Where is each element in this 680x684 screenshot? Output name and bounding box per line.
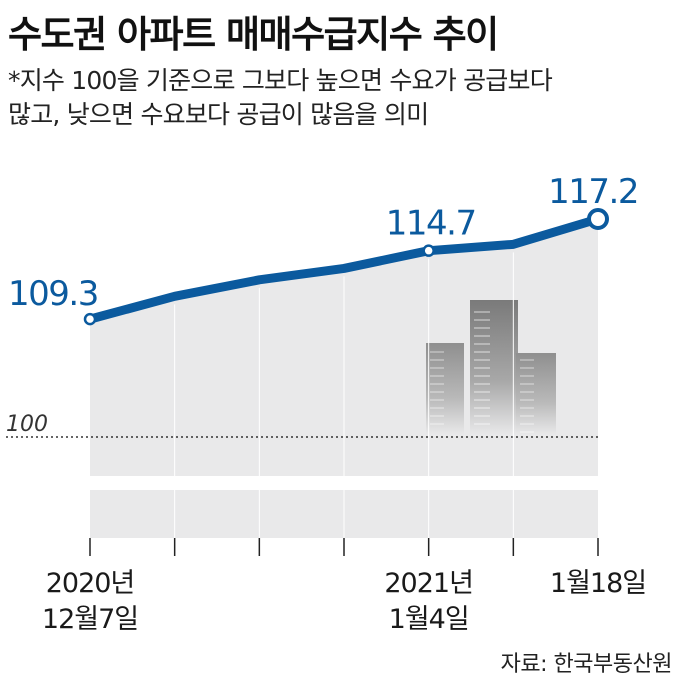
building-right-shape (516, 353, 556, 435)
value-label: 114.7 (386, 204, 476, 244)
chart-title: 수도권 아파트 매매수급지수 추이 (8, 13, 499, 56)
value-label: 109.3 (8, 274, 98, 314)
subtitle-line-1: *지수 100을 기준으로 그보다 높으면 수요가 공급보다 (8, 66, 553, 95)
x-tick-label: 1월18일 (550, 568, 646, 599)
subtitle-line-2: 많고, 낮으면 수요보다 공급이 많음을 의미 (8, 100, 429, 129)
data-point-marker (422, 244, 435, 257)
chart-subtitle: *지수 100을 기준으로 그보다 높으면 수요가 공급보다 많고, 낮으면 수… (8, 64, 672, 132)
building-center-shape (470, 300, 518, 435)
series-line (85, 214, 603, 324)
x-tick-label: 2020년 (46, 568, 135, 599)
building-left-shape (426, 343, 464, 435)
data-point-marker (83, 312, 97, 326)
source-note: 자료: 한국부동산원 (500, 652, 673, 677)
building-illustration (426, 300, 556, 435)
data-point-marker (587, 208, 609, 230)
x-tick-label: 12월7일 (42, 604, 138, 635)
x-tick-label: 2021년 (384, 568, 473, 599)
x-tick-label: 1월4일 (389, 604, 469, 635)
value-label: 117.2 (548, 172, 638, 212)
baseline-label: 100 (6, 412, 48, 437)
